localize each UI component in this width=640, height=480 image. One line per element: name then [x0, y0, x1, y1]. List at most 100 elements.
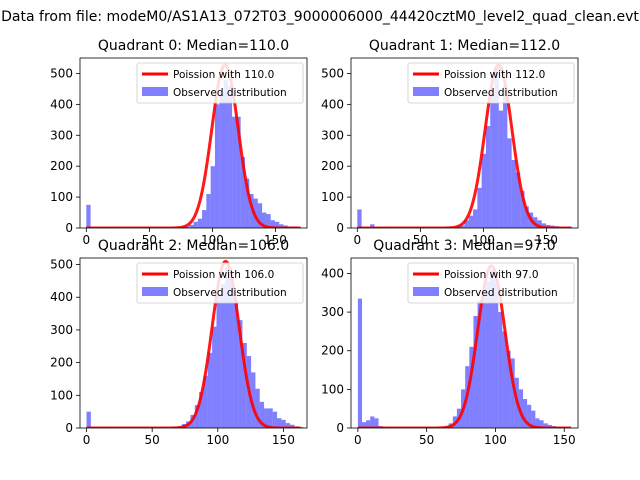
x-tick-label: 100: [206, 433, 229, 447]
histogram-bar: [510, 358, 515, 428]
figure-title-container: Data from file: modeM0/AS1A13_072T03_900…: [0, 0, 640, 30]
histogram-bar: [537, 220, 542, 228]
histogram-bar: [527, 404, 532, 428]
x-tick-label: 0: [82, 233, 90, 247]
histogram-bar: [357, 298, 363, 428]
histogram-bar: [244, 178, 250, 228]
histogram-bar: [290, 424, 295, 428]
histogram-bar: [494, 277, 499, 428]
histogram-bar: [543, 423, 548, 428]
legend: Poission with 106.0 Observed distribution: [136, 262, 304, 304]
poisson-curve: [357, 63, 572, 228]
histogram-bar: [223, 79, 228, 228]
subplot-quadrant-1: 0 50 100 150 0 100 200 300 400 500 Quadrant 1: Med…: [321, 38, 579, 247]
histogram-bar: [531, 410, 536, 428]
subplot-title: Quadrant 2: Median=106.0: [98, 238, 289, 254]
histogram-bar: [279, 224, 284, 228]
histogram-bar: [370, 416, 375, 428]
histogram-bar: [266, 214, 271, 228]
axes-frame: [350, 257, 579, 429]
histogram-bar: [264, 408, 269, 428]
y-tick-label: 500: [50, 66, 73, 80]
x-tick-label: 50: [145, 433, 160, 447]
y-tick-label: 400: [321, 266, 344, 280]
histogram-bar: [485, 126, 491, 228]
histogram-bar: [202, 210, 207, 228]
legend-label-observed: Observed distribution: [444, 87, 558, 99]
histogram-bar: [281, 419, 286, 428]
x-tick-label: 150: [553, 433, 576, 447]
legend-label-observed: Observed distribution: [173, 87, 287, 99]
histogram-bar: [539, 420, 544, 428]
histogram-bar: [506, 350, 511, 428]
histogram-bar: [259, 401, 265, 428]
histogram-bar: [489, 269, 495, 428]
plot-area: [357, 264, 572, 428]
legend-hist-swatch: [142, 287, 168, 296]
histogram-bar: [225, 267, 230, 428]
y-tick-label: 100: [50, 190, 73, 204]
x-tick-label: 50: [419, 433, 434, 447]
histogram-bar: [481, 153, 486, 228]
histogram-bar: [366, 420, 371, 428]
y-tick-label: 500: [321, 66, 344, 80]
y-tick-label: 300: [50, 323, 73, 337]
histogram-bar: [464, 220, 469, 228]
histogram-bar: [193, 221, 198, 228]
histogram-bar: [502, 331, 507, 428]
legend: Poission with 97.0 Observed distribution: [407, 262, 575, 304]
histogram-bar: [515, 172, 521, 228]
x-tick-label: 100: [484, 433, 507, 447]
histogram-bar: [277, 418, 282, 428]
histogram-bar: [216, 293, 221, 428]
histogram-bar: [210, 166, 215, 228]
histogram-bar: [268, 408, 273, 428]
histogram-bar: [257, 203, 263, 228]
histogram-bar: [242, 343, 247, 428]
y-tick-label: 200: [321, 344, 344, 358]
x-tick-label: 50: [413, 233, 428, 247]
histogram-bar: [229, 277, 234, 428]
y-tick-label: 100: [50, 388, 73, 402]
legend-label-poisson: Poission with 106.0: [173, 269, 274, 281]
legend-box: [136, 262, 304, 304]
histogram-bar: [227, 85, 233, 228]
y-tick-label: 200: [50, 356, 73, 370]
histogram-bar: [468, 215, 474, 228]
histogram-bar: [460, 225, 465, 228]
histogram-bar: [206, 194, 211, 228]
histogram-bar: [507, 138, 512, 228]
y-tick-label: 400: [50, 290, 73, 304]
subplot-quadrant-0: 0 50 100 150 0 100 200 300 400 500 Quadrant 0: Med…: [50, 38, 308, 247]
histogram-bar: [86, 411, 91, 428]
x-tick-label: 0: [354, 433, 362, 447]
histogram-bar: [370, 224, 375, 228]
y-tick-label: 100: [321, 382, 344, 396]
y-tick-label: 200: [321, 159, 344, 173]
histogram-bar: [547, 424, 552, 428]
histogram-bar: [490, 95, 495, 228]
legend-hist-swatch: [413, 287, 439, 296]
legend: Poission with 110.0 Observed distribution: [136, 62, 304, 104]
x-tick-label: 150: [535, 233, 558, 247]
x-tick-label: 100: [201, 233, 224, 247]
histogram-bar: [520, 190, 525, 228]
histogram-bar: [272, 411, 278, 428]
histogram-bar: [233, 300, 239, 428]
histogram-bar: [197, 218, 203, 228]
legend-label-poisson: Poission with 110.0: [173, 69, 274, 81]
histogram-bar: [522, 399, 528, 428]
y-tick-label: 100: [321, 190, 344, 204]
histogram-bar: [270, 220, 275, 228]
y-tick-label: 400: [321, 97, 344, 111]
histogram-bar: [541, 223, 546, 228]
histogram-bar: [189, 224, 194, 228]
histogram-bar: [485, 281, 490, 428]
subplot-title: Quadrant 1: Median=112.0: [369, 38, 560, 54]
histogram-bar: [194, 405, 200, 428]
histogram-bar: [214, 104, 220, 228]
histogram-bar: [535, 418, 540, 428]
histogram-bar: [184, 226, 190, 228]
